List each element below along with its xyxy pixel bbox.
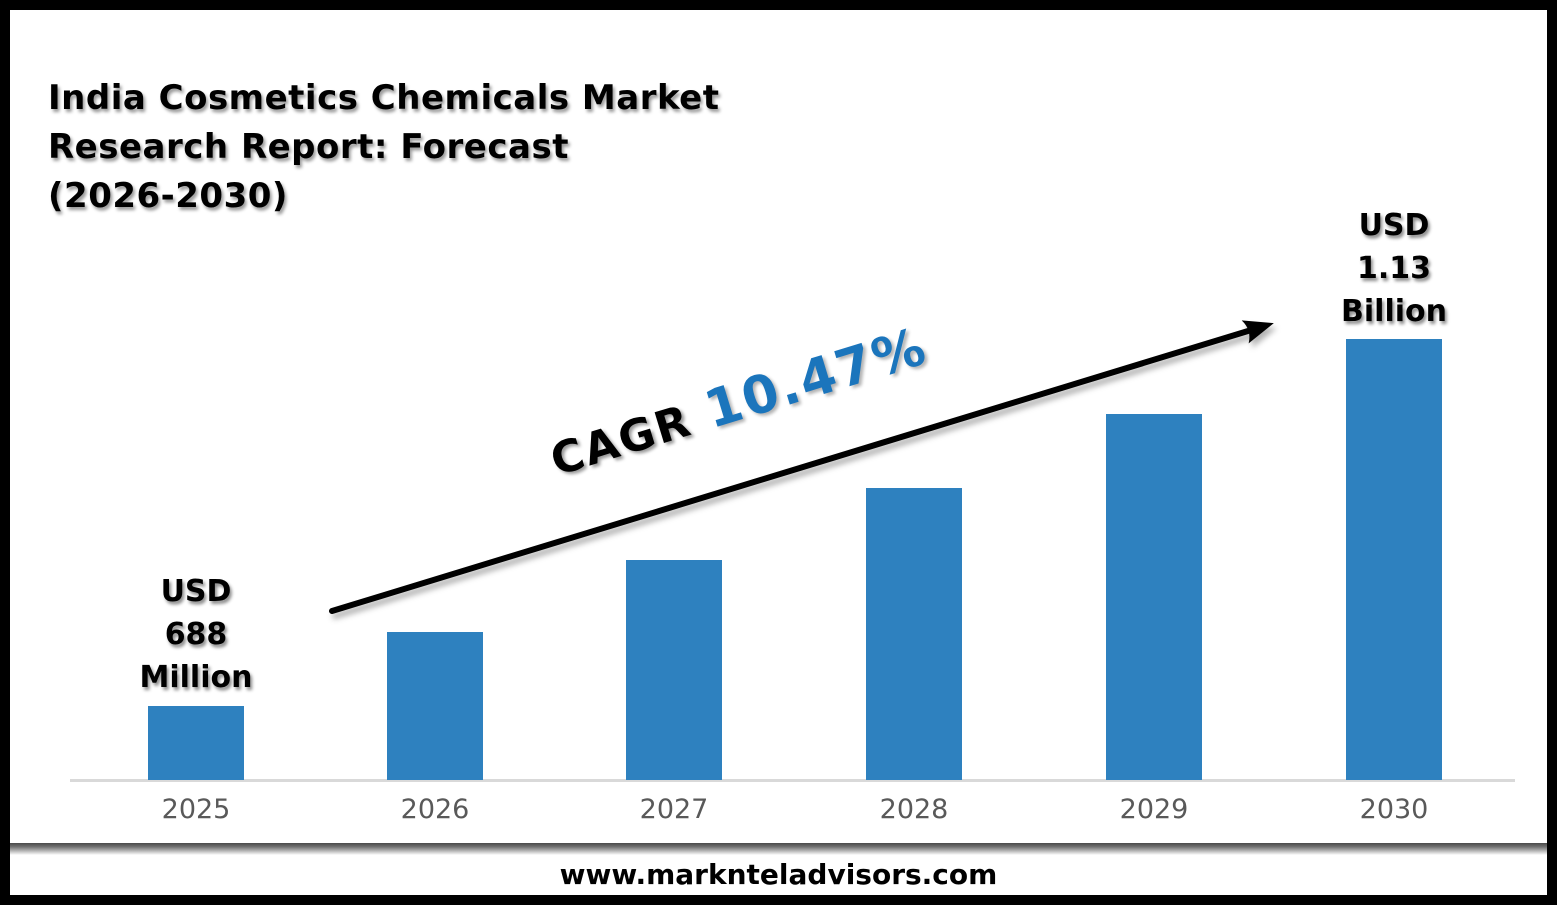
chart-title-line-2: Research Report: Forecast xyxy=(48,127,569,167)
x-tick-2025: 2025 xyxy=(161,794,231,825)
x-tick-2028: 2028 xyxy=(879,794,949,825)
footer-divider xyxy=(0,843,1557,855)
x-tick-2030: 2030 xyxy=(1359,794,1429,825)
value-label-2030: USD 1.13 Billion xyxy=(1341,208,1447,329)
value-label-2025: USD 688 Million xyxy=(139,574,253,695)
x-tick-2027: 2027 xyxy=(639,794,709,825)
bar-2029 xyxy=(1106,414,1202,780)
chart-title: India Cosmetics Chemicals Market Researc… xyxy=(48,74,719,221)
footer-website: www.marknteladvisors.com xyxy=(559,858,998,891)
bar-2028 xyxy=(866,488,962,780)
x-axis-line xyxy=(70,779,1515,782)
chart-title-line-3: (2026-2030) xyxy=(48,176,288,216)
bar-2025 xyxy=(148,706,244,780)
bar-2030 xyxy=(1346,339,1442,780)
chart-title-line-1: India Cosmetics Chemicals Market xyxy=(48,78,720,118)
bar-2026 xyxy=(387,632,483,780)
x-tick-2029: 2029 xyxy=(1119,794,1189,825)
x-tick-2026: 2026 xyxy=(400,794,470,825)
bar-2027 xyxy=(626,560,722,780)
